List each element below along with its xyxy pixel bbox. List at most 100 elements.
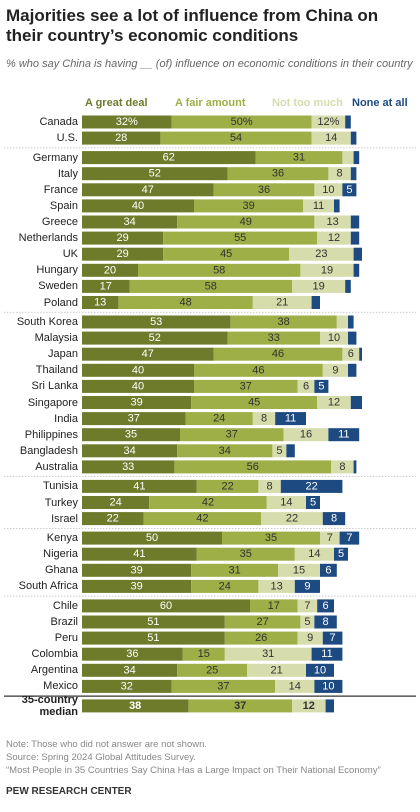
value-label: 9 [332,364,338,376]
value-label: 5 [346,184,352,196]
bar-segment [196,479,259,493]
value-label: 35 [240,548,252,560]
bar-segment [328,428,360,442]
bar-segment [194,379,298,393]
value-label: 12 [303,700,315,712]
category-label: Sri Lanka [31,380,78,393]
bar-segment [82,167,228,181]
bar-segment [138,263,301,277]
bar-segment [188,699,292,713]
value-label: 29 [116,248,128,260]
bar-segment [82,699,189,713]
value-label: 38 [129,700,141,712]
category-label: India [54,412,78,425]
bar-segment [82,512,144,526]
bar-segment [255,151,343,165]
value-label: 7 [346,532,352,544]
value-label: 17 [268,600,280,612]
category-label: South Africa [18,580,78,593]
value-label: 9 [304,580,310,592]
bar-segment [350,131,357,145]
category-label: Japan [48,348,78,361]
value-label: 8 [339,461,345,473]
bar-segment [286,444,295,458]
value-label: 11 [338,429,349,441]
value-label: 32% [116,116,138,128]
bar-segment [224,647,312,661]
value-label: 8 [337,168,343,180]
value-label: 8 [261,413,267,425]
value-label: 50% [231,116,253,128]
bar-segment [353,151,360,165]
bar-segment [320,331,348,345]
bar-segment [272,444,287,458]
value-label: 15 [198,648,210,660]
category-label: Nigeria [43,548,78,561]
bar-segment [191,579,259,593]
bar-segment [191,396,318,409]
bar-segment [82,263,138,277]
category-label: Kenya [46,532,78,545]
value-label: 45 [220,248,232,260]
bar-segment [82,647,183,661]
value-label: 40 [132,380,144,392]
bar-segment [331,460,354,474]
bar-segment [191,563,278,577]
bar-segment [82,279,130,293]
value-label: 5 [310,497,316,509]
bar-segment [342,183,357,197]
value-label: 33 [268,332,280,344]
value-label: 35 [125,429,137,441]
bar-segment [82,460,175,474]
category-label: UK [62,248,78,261]
legend-label: A great deal [85,97,148,109]
category-label: Hungary [36,264,78,277]
value-label: 12 [328,232,340,244]
value-label: 8 [331,513,337,525]
bar-segment [213,183,315,197]
bar-segment [82,363,194,377]
bar-segment [177,215,315,229]
value-label: 6 [325,564,331,576]
bar-segment [82,599,250,613]
value-label: 46 [272,348,284,360]
bar-segment [82,428,180,442]
bar-segment [350,396,362,409]
value-label: 37 [240,380,252,392]
bar-segment [82,331,228,345]
category-label: 35-country median [21,693,78,718]
bar-segment [334,547,348,561]
bar-segment [322,631,343,645]
category-label: Mexico [43,680,78,693]
category-label: Sweden [38,280,78,293]
value-label: 14 [280,497,292,509]
bar-segment [247,663,306,677]
value-label: 20 [104,264,116,276]
chart-title: Majorities see a lot of influence from C… [6,6,379,45]
category-label: Israel [51,512,78,525]
value-label: 10 [314,664,326,676]
bar-segment [224,615,301,629]
value-label: 39 [130,564,142,576]
bar-segment [82,663,178,677]
value-label: 24 [213,413,225,425]
bar-segment [350,215,360,229]
bar-segment [174,460,332,474]
bar-segment [266,496,306,509]
category-label: Bangladesh [19,444,78,457]
bar-segment [143,512,262,526]
value-label: 36 [258,184,270,196]
value-label: 14 [289,680,301,692]
bar-segment [82,296,119,309]
value-label: 34 [123,664,135,676]
category-label: Chile [52,599,78,612]
bar-segment [353,460,357,474]
category-label: Peru [54,632,78,645]
bar-segment [336,315,348,329]
bar-segment [82,199,194,213]
value-label: 37 [217,680,229,692]
bar-segment [160,131,312,145]
bar-segment [177,663,248,677]
bar-segment [230,315,337,329]
